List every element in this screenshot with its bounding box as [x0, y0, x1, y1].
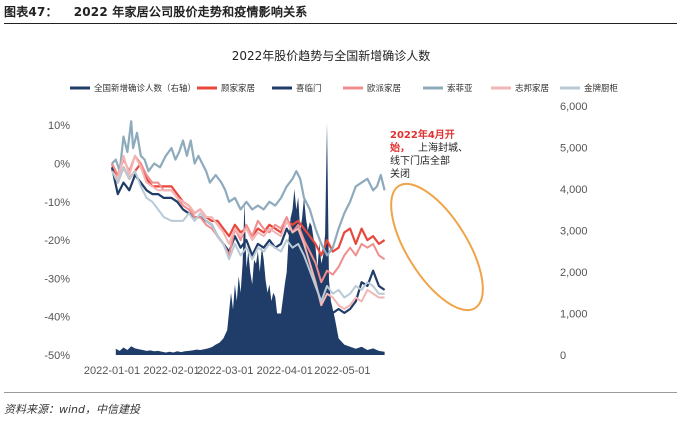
chart-legend: 全国新增确诊人数（右轴） 顾家家居 喜临门 欧派家居 索菲亚 志邦家居 金牌厨柜 — [70, 83, 619, 94]
caption-divider — [4, 23, 677, 24]
y-right-tick-label: 4,000 — [560, 184, 588, 196]
confirmed-cases-area — [115, 122, 385, 355]
y-left-tick-label: -20% — [44, 235, 70, 247]
confirmed-cases-area-fill — [115, 122, 385, 355]
annotation-highlight-line1: 2022年4月开 — [390, 128, 455, 141]
y-left-tick-label: 10% — [48, 120, 70, 132]
y-left-tick-label: -10% — [44, 197, 70, 209]
y-right-tick-label: 6,000 — [560, 101, 588, 113]
stock-vs-covid-chart: 2022年股价趋势与全国新增确诊人数 全国新增确诊人数（右轴） 顾家家居 喜临门 欧派… — [44, 48, 619, 377]
y-right-tick-label: 5,000 — [560, 143, 588, 155]
x-tick-label: 2022-03-01 — [197, 365, 253, 377]
x-tick-label: 2022-04-01 — [257, 365, 313, 377]
series-line — [111, 166, 385, 303]
annotation: 2022年4月开 始， 上海封城、 线下门店全部 关闭 — [390, 128, 468, 180]
y-right-tick-label: 0 — [560, 350, 566, 362]
series-line — [111, 154, 386, 284]
source-divider — [4, 392, 677, 393]
y-axis-ticks: 10% 0% -10% -20% -30% -40% -50% 6,000 5,000 4,000… — [44, 101, 587, 362]
legend-label: 顾家家居 — [221, 83, 255, 94]
x-tick-label: 2022-01-01 — [84, 365, 140, 377]
chart-title: 2022年股价趋势与全国新增确诊人数 — [232, 48, 431, 63]
y-left-tick-label: -30% — [44, 273, 70, 285]
series-line — [111, 120, 386, 257]
y-left-tick-label: -50% — [44, 350, 70, 362]
series-line — [110, 167, 386, 314]
annotation-text-line3: 关闭 — [390, 167, 410, 180]
x-tick-label: 2022-02-01 — [143, 365, 199, 377]
source-note: 资料来源：wind，中信建投 — [4, 403, 141, 416]
x-tick-label: 2022-05-01 — [314, 365, 370, 377]
legend-label: 喜临门 — [296, 83, 322, 94]
highlight-ellipse — [390, 182, 484, 312]
legend-label: 欧派家居 — [367, 83, 401, 94]
series-line — [111, 154, 385, 310]
y-left-tick-label: -40% — [44, 312, 70, 324]
annotation-text-line2: 线下门店全部 — [390, 154, 450, 167]
figure-caption: 图表47： 2022 年家居公司股价走势和疫情影响关系 — [4, 3, 307, 20]
legend-label: 全国新增确诊人数（右轴） — [94, 83, 196, 94]
series-line — [110, 162, 386, 257]
y-right-tick-label: 1,000 — [560, 309, 588, 321]
legend-label: 志邦家居 — [515, 83, 549, 94]
legend-label: 索菲亚 — [447, 83, 473, 94]
legend-label: 金牌厨柜 — [584, 83, 619, 94]
figure-number: 图表47： — [4, 5, 58, 19]
annotation-highlight-line2: 始， — [390, 141, 410, 154]
y-right-tick-label: 2,000 — [560, 267, 588, 279]
y-left-tick-label: 0% — [54, 158, 70, 170]
annotation-text-line1: 上海封城、 — [418, 141, 468, 154]
figure-title: 2022 年家居公司股价走势和疫情影响关系 — [73, 5, 308, 19]
y-right-tick-label: 3,000 — [560, 226, 588, 238]
stock-lines — [110, 120, 386, 314]
